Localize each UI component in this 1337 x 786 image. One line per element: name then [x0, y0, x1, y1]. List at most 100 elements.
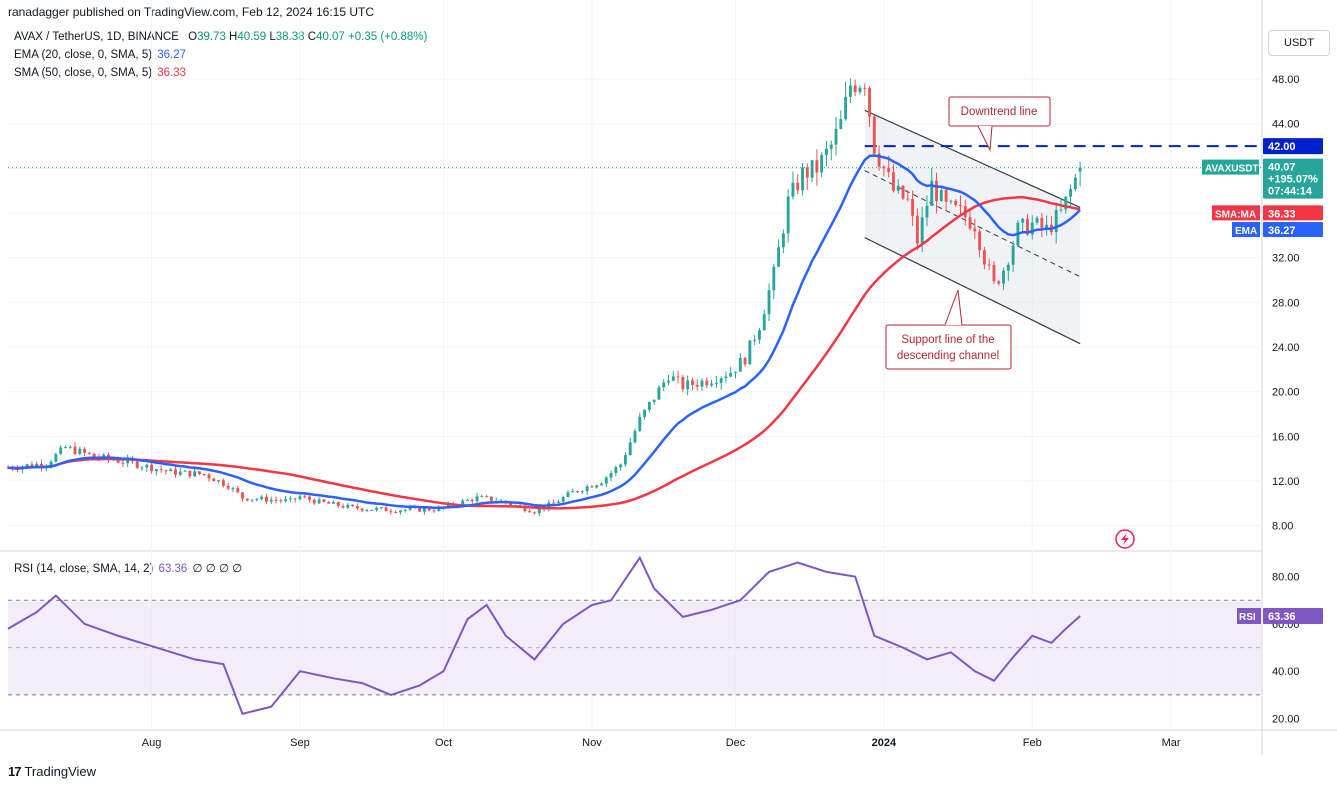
candle[interactable] [863, 83, 867, 96]
lightning-icon[interactable] [1115, 529, 1135, 549]
candle[interactable] [1011, 240, 1015, 273]
candle[interactable] [935, 172, 938, 214]
candle[interactable] [815, 149, 819, 186]
candle[interactable] [700, 378, 704, 392]
candle[interactable] [604, 476, 608, 487]
candle[interactable] [365, 508, 369, 513]
candle[interactable] [556, 499, 560, 504]
candle[interactable] [915, 208, 919, 251]
candle[interactable] [949, 199, 953, 205]
candle[interactable] [896, 179, 900, 194]
candle[interactable] [576, 490, 580, 494]
candle[interactable] [159, 465, 163, 473]
candle[interactable] [1069, 184, 1072, 208]
candle[interactable] [714, 375, 718, 389]
candle[interactable] [657, 385, 661, 400]
candle[interactable] [188, 470, 192, 479]
candle[interactable] [978, 229, 982, 258]
ema-legend[interactable]: EMA (20, close, 0, SMA, 5) 36.27 [14, 49, 186, 61]
candle[interactable] [805, 163, 809, 190]
candle[interactable] [753, 334, 757, 346]
candle[interactable] [681, 374, 685, 392]
candle[interactable] [394, 510, 398, 514]
candle[interactable] [968, 208, 972, 231]
candle[interactable] [633, 428, 637, 444]
candle[interactable] [1045, 215, 1049, 236]
candle[interactable] [485, 494, 489, 498]
candle[interactable] [590, 485, 594, 488]
candle[interactable] [748, 340, 752, 365]
rsi-line[interactable] [7, 555, 1081, 715]
candle[interactable] [906, 190, 910, 202]
candle[interactable] [1073, 173, 1077, 192]
candle[interactable] [255, 497, 259, 502]
candle[interactable] [83, 446, 87, 457]
candle[interactable] [820, 152, 824, 178]
candle[interactable] [686, 375, 690, 396]
rsi-label-badge[interactable]: RSI [1237, 608, 1261, 624]
candle[interactable] [528, 509, 532, 513]
candle[interactable] [992, 261, 996, 285]
candle[interactable] [786, 189, 790, 243]
price-badge[interactable]: 40.07+195.07%07:44:14 [1263, 158, 1323, 199]
candle[interactable] [853, 79, 857, 97]
candle[interactable] [241, 492, 244, 502]
candle[interactable] [140, 465, 144, 471]
candle[interactable] [489, 496, 493, 503]
candle[interactable] [959, 195, 962, 216]
candle[interactable] [925, 195, 929, 227]
candle[interactable] [399, 509, 402, 515]
candle[interactable] [135, 459, 139, 470]
candle[interactable] [336, 501, 340, 509]
candle[interactable] [1006, 262, 1010, 281]
candle[interactable] [987, 258, 991, 271]
candle[interactable] [164, 469, 168, 475]
sma-value-badge[interactable]: 36.33 [1263, 205, 1323, 221]
candle[interactable] [284, 495, 288, 503]
candle[interactable] [178, 467, 182, 476]
candle[interactable] [930, 168, 934, 206]
candle[interactable] [1035, 215, 1039, 225]
candle[interactable] [150, 463, 154, 474]
candle[interactable] [667, 375, 670, 386]
currency-button[interactable]: USDT [1268, 30, 1330, 56]
candle[interactable] [901, 184, 905, 201]
candle[interactable] [322, 498, 326, 503]
candle[interactable] [734, 371, 737, 379]
sma-legend[interactable]: SMA (50, close, 0, SMA, 5) 36.33 [14, 67, 186, 79]
candle[interactable] [1040, 213, 1044, 238]
candle[interactable] [475, 493, 479, 503]
candle[interactable] [781, 229, 785, 254]
candle[interactable] [480, 494, 484, 498]
rsi-value-badge[interactable]: 63.36 [1263, 608, 1323, 624]
candle[interactable] [54, 452, 58, 463]
candle[interactable] [63, 445, 67, 449]
candle[interactable] [1078, 161, 1082, 187]
candle[interactable] [614, 465, 618, 477]
candle[interactable] [145, 463, 149, 472]
candle[interactable] [269, 496, 273, 504]
candle[interactable] [279, 498, 283, 504]
candle[interactable] [844, 81, 848, 121]
candle[interactable] [580, 490, 584, 494]
candle[interactable] [332, 500, 335, 504]
candle[interactable] [729, 366, 733, 378]
candle[interactable] [619, 463, 623, 471]
candle[interactable] [585, 484, 589, 495]
candle[interactable] [695, 379, 699, 391]
candle[interactable] [236, 485, 240, 494]
candle[interactable] [183, 469, 187, 472]
rsi-legend[interactable]: RSI (14, close, SMA, 14, 2) 63.36 ∅ ∅ ∅ … [14, 561, 242, 575]
candle[interactable] [217, 479, 221, 483]
candle[interactable] [341, 503, 345, 509]
candle[interactable] [78, 446, 82, 456]
symbol-badge[interactable]: AVAXUSDT [1202, 159, 1259, 175]
candle[interactable] [126, 454, 130, 468]
candle[interactable] [810, 160, 814, 182]
candle[interactable] [777, 239, 781, 267]
candle[interactable] [758, 328, 761, 344]
candle[interactable] [212, 477, 216, 482]
candle[interactable] [40, 459, 43, 472]
level-badge[interactable]: 42.00 [1263, 138, 1323, 155]
